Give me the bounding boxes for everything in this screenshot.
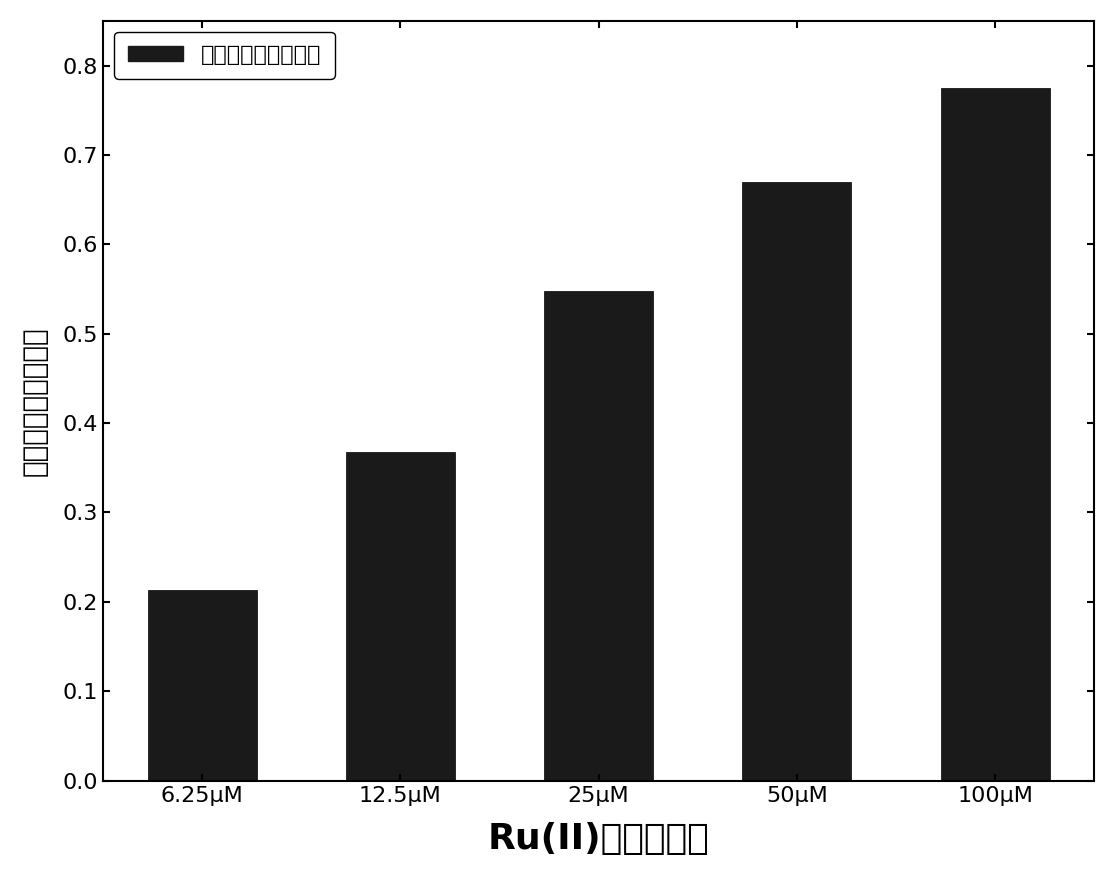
Y-axis label: 肝癌细胞生长抑制率: 肝癌细胞生长抑制率 <box>21 326 49 475</box>
Bar <box>147 590 256 781</box>
X-axis label: Ru(II)配合物浓度: Ru(II)配合物浓度 <box>487 822 709 856</box>
Bar <box>743 182 852 781</box>
Legend: 肝癌细胞生长抑制率: 肝癌细胞生长抑制率 <box>114 32 334 79</box>
Bar <box>941 88 1049 781</box>
Bar <box>544 291 653 781</box>
Bar <box>346 452 455 781</box>
